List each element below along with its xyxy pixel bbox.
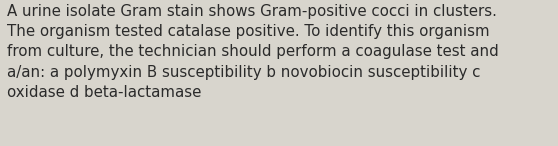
- Text: A urine isolate Gram stain shows Gram-positive cocci in clusters.
The organism t: A urine isolate Gram stain shows Gram-po…: [7, 4, 498, 100]
